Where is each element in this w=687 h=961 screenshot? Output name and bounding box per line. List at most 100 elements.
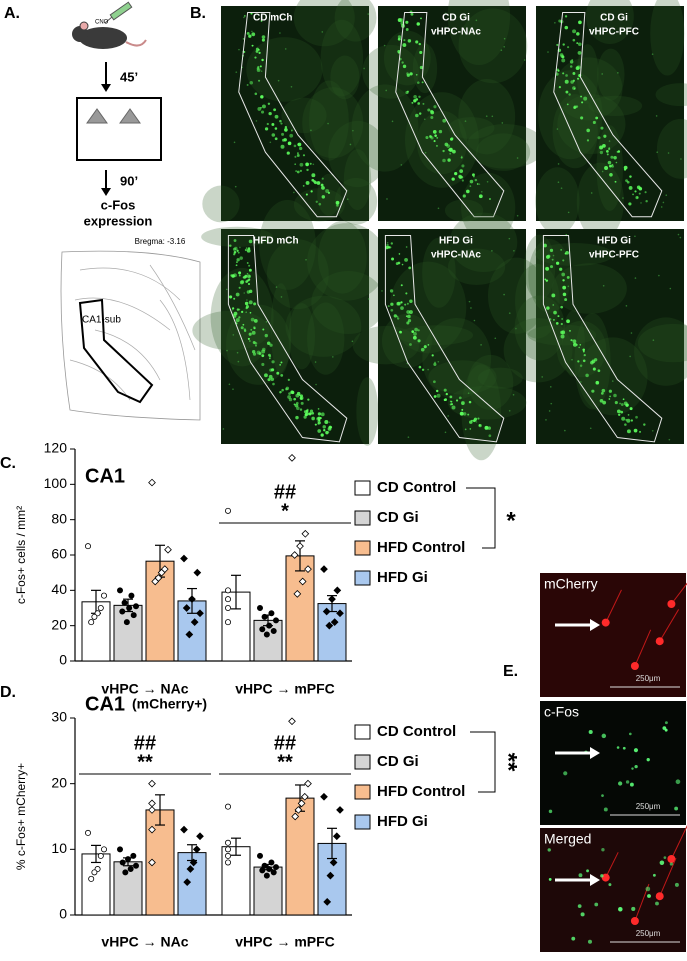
cell-dot xyxy=(261,349,266,354)
scale-label: 250μm xyxy=(636,802,661,811)
cell-dot xyxy=(312,163,315,166)
cell-dot xyxy=(580,381,582,383)
data-point xyxy=(266,866,273,873)
cell-dot xyxy=(488,434,492,438)
tissue-texture xyxy=(428,360,497,395)
data-point xyxy=(326,871,335,880)
cell-dot xyxy=(491,250,493,252)
cell-dot xyxy=(248,332,252,336)
cell-dot xyxy=(261,354,265,358)
cell-dot xyxy=(662,201,665,204)
data-point xyxy=(259,867,266,874)
cell-dot xyxy=(556,128,559,130)
cell-dot xyxy=(581,101,584,104)
cell-dot xyxy=(242,37,245,40)
cell-dot xyxy=(246,83,249,86)
cell-dot xyxy=(299,146,303,151)
tissue-texture xyxy=(404,92,479,188)
cell-dot xyxy=(668,438,671,441)
cell-dot xyxy=(248,239,253,244)
cell-dot xyxy=(429,135,432,138)
data-point xyxy=(293,590,302,598)
cell-dot xyxy=(455,399,459,402)
cell-dot xyxy=(613,155,617,160)
data-point xyxy=(185,630,194,639)
panel-label: B. xyxy=(190,5,206,22)
cell-dot xyxy=(327,431,330,433)
image-label: vHPC-PFC xyxy=(589,250,639,261)
tissue-texture xyxy=(202,185,240,223)
cell-dot xyxy=(436,136,439,139)
micrograph xyxy=(536,6,684,221)
cell-dot xyxy=(280,122,283,125)
legend-label: HFD Control xyxy=(377,783,465,800)
cell-dot xyxy=(631,906,636,912)
cell-dot xyxy=(264,333,268,338)
data-point xyxy=(288,453,296,462)
y-tick-label: 30 xyxy=(51,709,67,725)
cell-dot xyxy=(601,170,604,173)
cell-dot xyxy=(660,206,663,208)
cell-dot xyxy=(473,417,478,421)
tissue-texture xyxy=(422,237,456,308)
cell-dot xyxy=(240,280,245,284)
data-point xyxy=(122,869,129,876)
cell-dot xyxy=(284,48,287,50)
cell-dot xyxy=(435,144,438,147)
cell-dot xyxy=(651,53,654,55)
cell-dot xyxy=(367,13,370,15)
legend-swatch xyxy=(354,540,371,556)
neurite xyxy=(605,589,622,623)
cell-dot xyxy=(264,127,269,131)
cell-dot xyxy=(402,43,407,47)
cell-dot xyxy=(417,329,420,332)
cell-dot xyxy=(391,257,395,261)
cell-dot xyxy=(271,133,276,137)
cell-dot xyxy=(435,389,439,393)
tissue-texture xyxy=(302,87,364,159)
data-point xyxy=(130,612,137,619)
cell-dot xyxy=(327,122,329,125)
cell-dot xyxy=(317,408,320,410)
region-outline xyxy=(227,234,348,443)
cell-dot xyxy=(462,194,466,198)
cell-dot xyxy=(287,141,292,146)
cell-dot xyxy=(297,143,300,146)
cell-dot xyxy=(393,294,395,297)
significance-label: ## xyxy=(274,481,296,503)
cell-dot xyxy=(294,403,299,408)
tissue-texture xyxy=(285,295,362,357)
tissue-texture xyxy=(637,323,687,363)
data-point xyxy=(301,529,310,538)
tissue-texture xyxy=(317,220,367,294)
micrograph xyxy=(221,6,369,221)
tissue-texture xyxy=(458,8,528,84)
cell-dot xyxy=(250,317,255,322)
cell-dot xyxy=(335,200,340,205)
brain-line xyxy=(149,264,196,351)
cell-dot xyxy=(309,409,314,413)
data-point xyxy=(323,898,332,906)
cell-dot xyxy=(625,305,628,307)
cell-dot xyxy=(346,198,349,200)
cell-dot xyxy=(261,110,265,114)
cell-dot xyxy=(248,300,253,305)
tissue-texture xyxy=(576,162,624,241)
delay-label: 90’ xyxy=(120,173,138,188)
cell-dot xyxy=(503,37,506,40)
cell-dot xyxy=(480,344,482,346)
cell-dot xyxy=(423,345,427,349)
cell-dot xyxy=(552,304,555,306)
arrow-head xyxy=(590,619,600,631)
cell-dot xyxy=(461,408,464,411)
data-point xyxy=(291,812,300,821)
cell-dot xyxy=(564,429,566,432)
cell-dot xyxy=(409,299,413,304)
cell-dot xyxy=(628,732,632,736)
legend-swatch xyxy=(354,754,371,770)
cell-dot xyxy=(352,129,354,132)
cell-dot xyxy=(280,296,283,298)
data-point xyxy=(130,852,137,859)
cell-dot xyxy=(422,102,425,105)
legend-significance: * xyxy=(506,507,516,534)
